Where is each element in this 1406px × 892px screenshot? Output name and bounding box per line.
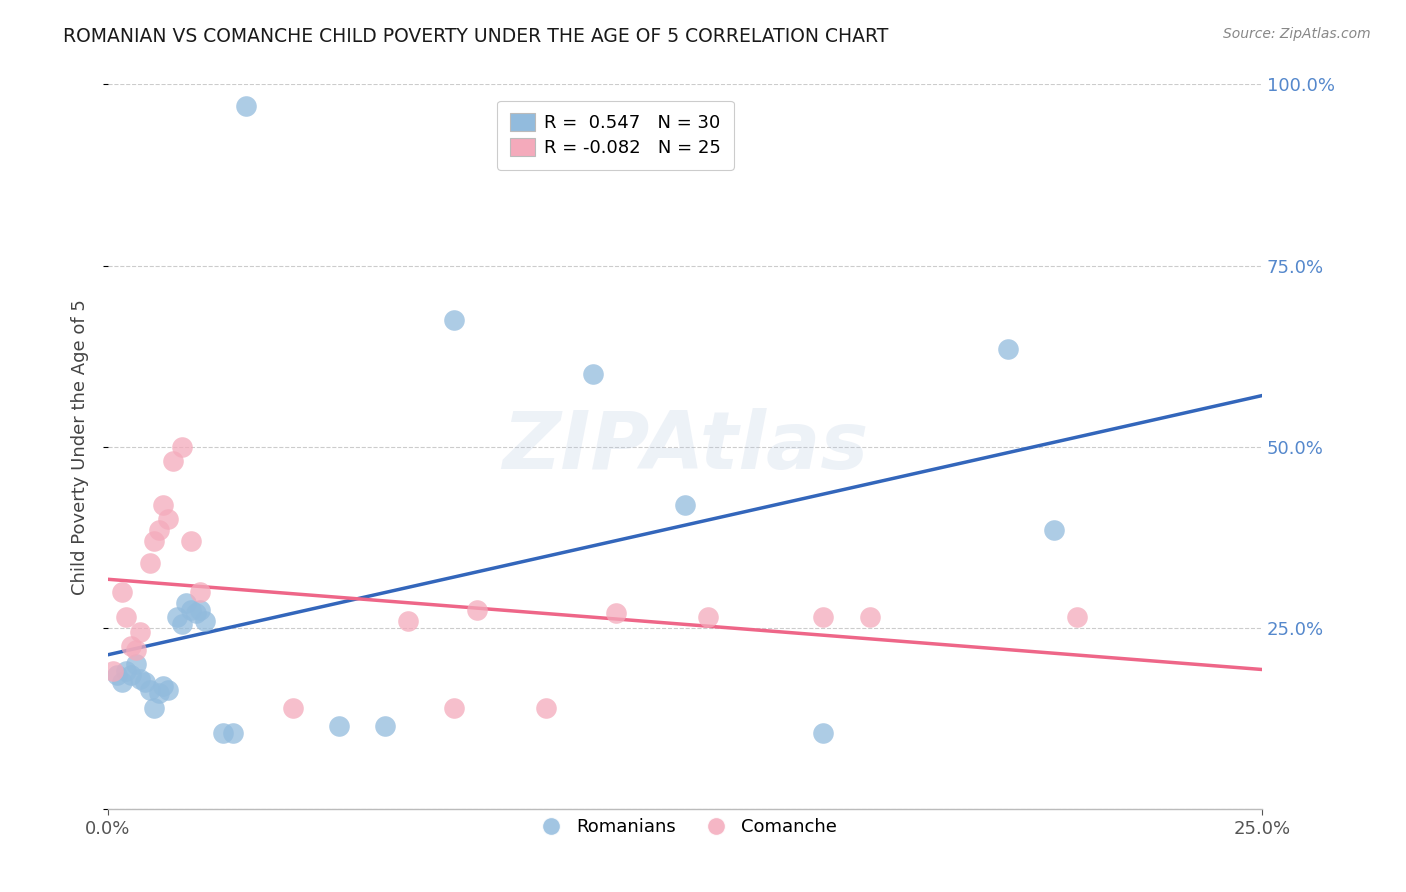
Point [813,610,835,624]
Point [184,607,207,621]
Point [443,700,465,714]
Point [148,523,170,537]
Point [129,624,152,639]
Point [443,313,465,327]
Point [180,534,202,549]
Point [129,672,152,686]
Point [125,657,148,672]
Point [143,700,166,714]
Point [166,610,188,624]
Point [997,342,1019,356]
Point [162,454,184,468]
Point [111,584,134,599]
Point [858,610,880,624]
Point [152,498,174,512]
Point [120,639,142,653]
Point [235,99,257,113]
Point [212,726,235,740]
Point [697,610,720,624]
Point [536,700,558,714]
Y-axis label: Child Poverty Under the Age of 5: Child Poverty Under the Age of 5 [72,299,89,595]
Point [125,642,148,657]
Point [156,512,179,526]
Point [170,440,193,454]
Point [188,603,211,617]
Point [176,596,198,610]
Point [1043,523,1066,537]
Point [143,534,166,549]
Point [101,665,124,679]
Point [281,700,304,714]
Point [582,368,605,382]
Text: ZIPAtlas: ZIPAtlas [502,408,868,486]
Point [115,610,138,624]
Point [1066,610,1088,624]
Point [120,668,142,682]
Point [328,719,350,733]
Point [605,607,627,621]
Point [138,556,160,570]
Point [111,675,134,690]
Point [152,679,174,693]
Point [138,682,160,697]
Text: ROMANIAN VS COMANCHE CHILD POVERTY UNDER THE AGE OF 5 CORRELATION CHART: ROMANIAN VS COMANCHE CHILD POVERTY UNDER… [63,27,889,45]
Point [194,614,217,628]
Legend: Romanians, Comanche: Romanians, Comanche [526,811,844,844]
Point [156,682,179,697]
Point [221,726,243,740]
Point [115,665,138,679]
Point [673,498,696,512]
Point [396,614,419,628]
Point [134,675,156,690]
Text: Source: ZipAtlas.com: Source: ZipAtlas.com [1223,27,1371,41]
Point [374,719,396,733]
Point [465,603,488,617]
Point [105,668,128,682]
Point [188,584,211,599]
Point [180,603,202,617]
Point [148,686,170,700]
Point [170,617,193,632]
Point [813,726,835,740]
